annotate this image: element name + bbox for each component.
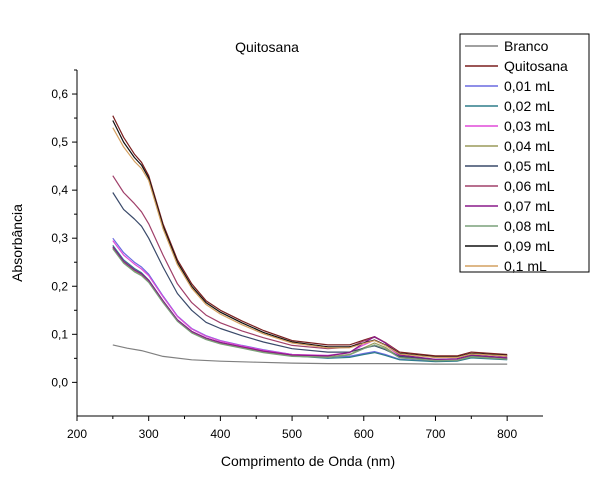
legend-label: Branco (504, 38, 549, 54)
series-line-11 (112, 127, 508, 358)
plot-area (112, 115, 508, 365)
series-line-0 (112, 344, 508, 365)
legend-label: 0,01 mL (504, 78, 555, 94)
series-line-1 (112, 115, 508, 357)
legend-label: 0,07 mL (504, 198, 555, 214)
ticks: 200 300 400 500 600 700 800 0,0 0,1 0,2 0,3 0,4 0,5 0… (51, 69, 517, 441)
y-tick-label: 0,0 (51, 375, 68, 389)
y-tick-label: 0,1 (51, 327, 68, 341)
y-axis-label: Absorbância (9, 204, 25, 282)
legend-label: 0,04 mL (504, 138, 555, 154)
legend-label: 0,05 mL (504, 158, 555, 174)
legend-label: Quitosana (504, 58, 568, 74)
x-tick-label: 600 (354, 427, 374, 441)
legend-label: 0,08 mL (504, 218, 555, 234)
series-line-10 (112, 120, 508, 358)
x-tick-label: 800 (497, 427, 517, 441)
y-tick-label: 0,6 (51, 87, 68, 101)
series-line-7 (112, 175, 508, 358)
x-tick-label: 300 (139, 427, 159, 441)
legend: Branco Quitosana 0,01 mL 0,02 mL 0,03 mL 0,04… (459, 33, 590, 274)
legend-label: 0,1 mL (504, 258, 547, 274)
legend-label: 0,03 mL (504, 118, 555, 134)
x-tick-label: 700 (425, 427, 445, 441)
series-line-8 (112, 246, 508, 360)
legend-box (459, 33, 590, 273)
x-tick-label: 500 (282, 427, 302, 441)
x-axis-label: Comprimento de Onda (nm) (221, 453, 395, 469)
series-line-9 (112, 248, 508, 362)
x-tick-label: 200 (67, 427, 87, 441)
legend-label: 0,02 mL (504, 98, 555, 114)
legend-label: 0,06 mL (504, 178, 555, 194)
y-tick-label: 0,3 (51, 231, 68, 245)
legend-label: 0,09 mL (504, 238, 555, 254)
y-tick-label: 0,5 (51, 135, 68, 149)
x-tick-label: 400 (210, 427, 230, 441)
series-line-5 (112, 247, 508, 362)
y-tick-label: 0,2 (51, 279, 68, 293)
y-tick-label: 0,4 (51, 183, 68, 197)
series-line-6 (112, 192, 508, 360)
series-line-4 (112, 240, 508, 361)
chart-title: Quitosana (235, 39, 299, 55)
